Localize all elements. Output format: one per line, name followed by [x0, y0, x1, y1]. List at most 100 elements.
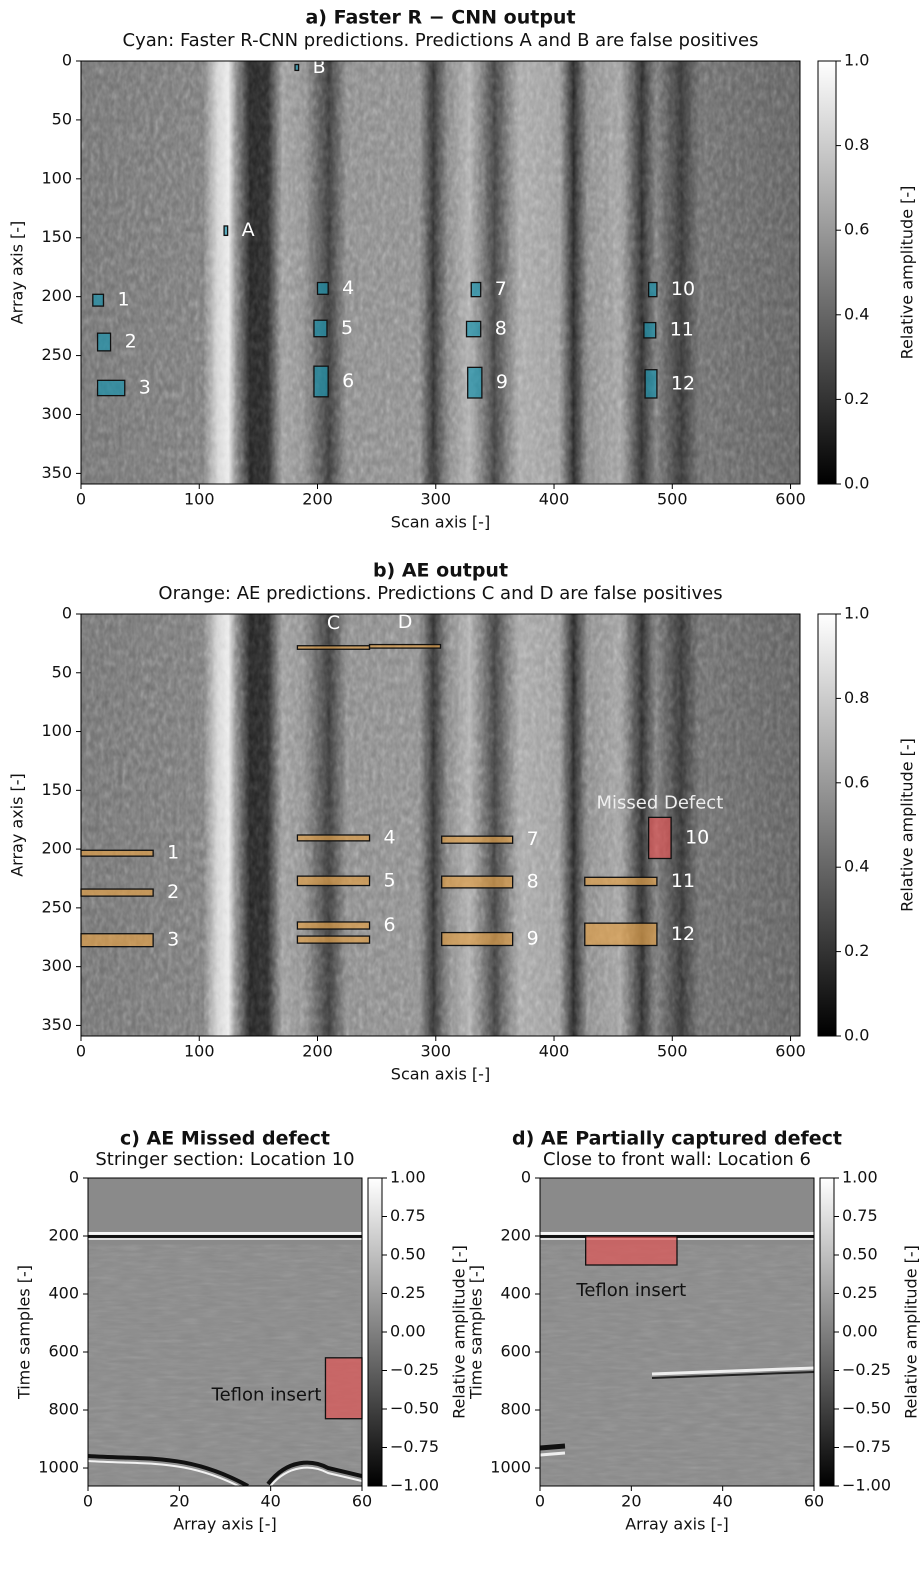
image: [540, 1178, 814, 1486]
colorbar-tick-label: −0.25: [842, 1360, 891, 1379]
colorbar-tick-label: 1.00: [390, 1168, 426, 1187]
colorbar-tick-label: 0.0: [844, 474, 869, 493]
x-tick-label: 0: [535, 1492, 545, 1511]
y-tick-label: 800: [500, 1400, 531, 1419]
colorbar-tick-label: 0.6: [844, 772, 869, 791]
x-tick-label: 500: [657, 1042, 688, 1061]
colorbar-tick-label: −0.50: [390, 1399, 439, 1418]
back-wall: [88, 1460, 362, 1486]
bounding-box: [296, 645, 371, 650]
colorbar-label: Relative amplitude [-]: [898, 738, 917, 912]
bounding-box: [465, 320, 482, 338]
x-tick-label: 100: [184, 490, 215, 509]
chart-subtitle: Cyan: Faster R-CNN predictions. Predicti…: [123, 30, 759, 51]
colorbar-tick-label: 0.4: [844, 857, 869, 876]
colorbar-tick-label: 0.8: [844, 688, 869, 707]
y-tick-label: 1000: [38, 1458, 79, 1477]
echo-bright: [88, 1237, 362, 1240]
box-label: B: [313, 56, 326, 78]
bounding-box: [313, 365, 329, 398]
colorbar-tick-label: 0.50: [842, 1245, 878, 1264]
box-label: 1: [167, 842, 179, 864]
box-label: 3: [139, 376, 151, 398]
box-label: 5: [384, 869, 396, 891]
back-wall: [540, 1451, 566, 1457]
y-tick-label: 50: [52, 109, 72, 128]
box-label: 11: [670, 319, 694, 341]
bounding-box: [647, 816, 672, 860]
colorbar-tick-label: 0.00: [842, 1322, 878, 1341]
x-tick-label: 0: [76, 490, 86, 509]
box-label: 9: [527, 928, 539, 950]
x-tick-label: 200: [302, 1042, 333, 1061]
box-label: 5: [341, 317, 353, 339]
box-label: Teflon insert: [211, 1385, 322, 1406]
colorbar-tick-label: 0.25: [842, 1283, 878, 1302]
bounding-box: [470, 281, 482, 298]
box-label: 10: [671, 278, 695, 300]
y-tick-label: 600: [500, 1342, 531, 1361]
y-axis-label: Array axis [-]: [8, 773, 27, 877]
colorbar: [367, 1177, 383, 1487]
y-tick-label: 200: [48, 1226, 79, 1245]
bounding-box: [96, 332, 112, 352]
plot-frame: [80, 60, 801, 485]
colorbar-tick-label: 0.8: [844, 135, 869, 154]
colorbar-label: Relative amplitude [-]: [450, 1245, 469, 1419]
colorbar-tick-label: −1.00: [842, 1476, 891, 1495]
annotation: Missed Defect: [596, 792, 723, 813]
box-label: Teflon insert: [575, 1280, 686, 1301]
colorbar-label: Relative amplitude [-]: [902, 1245, 921, 1419]
colorbar-tick-label: 0.2: [844, 941, 869, 960]
bounding-box: [368, 643, 442, 649]
colorbar-tick-label: 0.0: [844, 1026, 869, 1045]
x-tick-label: 40: [260, 1492, 280, 1511]
bounding-box: [92, 293, 105, 307]
colorbar: [817, 613, 837, 1037]
x-tick-label: 300: [420, 1042, 451, 1061]
box-label: 8: [495, 318, 507, 340]
bounding-box: [585, 1235, 678, 1266]
echo-dark: [88, 1234, 362, 1238]
bounding-box: [441, 835, 514, 844]
x-tick-label: 200: [302, 490, 333, 509]
bounding-box: [644, 369, 658, 399]
y-tick-label: 350: [41, 1015, 72, 1034]
y-tick-label: 400: [500, 1284, 531, 1303]
echo-bright: [540, 1231, 814, 1235]
x-tick-label: 400: [539, 490, 570, 509]
stringer-echo: [651, 1366, 814, 1376]
box-label: 7: [495, 278, 507, 300]
image: [81, 61, 800, 484]
x-tick-label: 0: [76, 1042, 86, 1061]
chart-subtitle: Stringer section: Location 10: [95, 1149, 354, 1170]
colorbar-tick-label: 0.25: [390, 1283, 426, 1302]
bounding-box: [313, 319, 328, 338]
y-axis-label: Time samples [-]: [15, 1265, 34, 1400]
colorbar-tick-label: 0.00: [390, 1322, 426, 1341]
bounding-box: [324, 1357, 363, 1420]
box-label: 6: [342, 370, 354, 392]
echo-bright: [88, 1231, 362, 1235]
box-label: 10: [685, 826, 709, 848]
colorbar-tick-label: −1.00: [390, 1476, 439, 1495]
chart-subtitle: Close to front wall: Location 6: [543, 1149, 811, 1170]
box-label: 1: [117, 289, 129, 311]
image: [81, 614, 800, 1036]
y-tick-label: 50: [52, 662, 72, 681]
colorbar: [817, 60, 837, 485]
chart-title: a) Faster R − CNN output: [305, 7, 575, 29]
colorbar-tick-label: 0.6: [844, 220, 869, 239]
x-axis-label: Array axis [-]: [625, 1515, 729, 1534]
y-tick-label: 800: [48, 1400, 79, 1419]
plot-frame: [87, 1177, 363, 1487]
x-tick-label: 100: [184, 1042, 215, 1061]
colorbar-tick-label: 0.2: [844, 389, 869, 408]
plot-frame: [539, 1177, 815, 1487]
colorbar-tick-label: −0.25: [390, 1360, 439, 1379]
bounding-box: [296, 875, 371, 887]
box-label: 12: [671, 923, 695, 945]
y-tick-label: 400: [48, 1284, 79, 1303]
image-texture: [88, 1244, 362, 1486]
